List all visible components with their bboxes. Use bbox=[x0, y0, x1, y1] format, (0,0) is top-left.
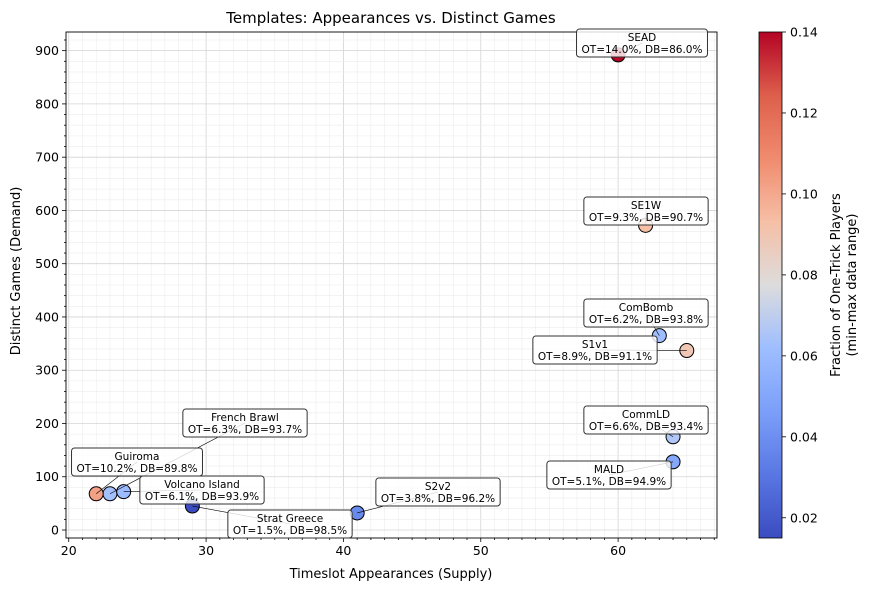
colorbar-tick-label: 0.04 bbox=[790, 429, 818, 444]
annotation-stats: OT=6.2%, DB=93.8% bbox=[589, 314, 703, 326]
annotation-name: Strat Greece bbox=[257, 513, 323, 525]
annotation-box bbox=[532, 335, 658, 365]
colorbar-gradient bbox=[758, 31, 783, 539]
colorbar-tick-label: 0.10 bbox=[790, 186, 818, 201]
colorbar-tick-label: 0.02 bbox=[790, 510, 818, 525]
annotation-box bbox=[227, 509, 353, 539]
annotation-box bbox=[546, 460, 672, 490]
x-tick-label: 50 bbox=[473, 543, 489, 558]
x-axis-label: Timeslot Appearances (Supply) bbox=[289, 567, 493, 582]
annotation-box bbox=[576, 28, 708, 58]
y-tick-label: 800 bbox=[35, 96, 59, 111]
annotation-box bbox=[583, 298, 709, 328]
y-tick-label: 100 bbox=[35, 469, 59, 484]
y-tick-label: 200 bbox=[35, 416, 59, 431]
x-tick-label: 40 bbox=[335, 543, 351, 558]
x-tick-label: 30 bbox=[198, 543, 214, 558]
x-tick-label: 20 bbox=[61, 543, 77, 558]
annotation-stats: OT=1.5%, DB=98.5% bbox=[233, 525, 347, 537]
annotation-stats: OT=6.3%, DB=93.7% bbox=[188, 424, 302, 436]
annotation-name: SEAD bbox=[628, 32, 657, 44]
annotation-name: MALD bbox=[594, 464, 624, 476]
annotation-stats: OT=6.1%, DB=93.9% bbox=[145, 491, 259, 503]
colorbar-tick-label: 0.08 bbox=[790, 267, 818, 282]
annotation-box bbox=[182, 408, 308, 438]
annotation-name: Volcano Island bbox=[164, 479, 240, 491]
annotation-box bbox=[583, 405, 709, 435]
annotation-name: S1v1 bbox=[582, 339, 608, 351]
x-tick-label: 60 bbox=[610, 543, 626, 558]
annotation-stats: OT=14.0%, DB=86.0% bbox=[582, 44, 703, 56]
annotation-name: CommLD bbox=[622, 409, 670, 421]
annotation-name: S2v2 bbox=[425, 481, 451, 493]
chart-title: Templates: Appearances vs. Distinct Game… bbox=[225, 9, 556, 27]
y-tick-label: 900 bbox=[35, 43, 59, 58]
annotation-name: French Brawl bbox=[211, 412, 279, 424]
colorbar-tick-label: 0.12 bbox=[790, 105, 818, 120]
annotation-box bbox=[71, 447, 203, 477]
annotation-stats: OT=3.8%, DB=96.2% bbox=[381, 493, 495, 505]
annotation-name: ComBomb bbox=[619, 302, 674, 314]
y-tick-label: 0 bbox=[51, 523, 59, 538]
colorbar-tick-label: 0.06 bbox=[790, 348, 818, 363]
annotation-box bbox=[139, 475, 265, 505]
colorbar-label-line2: (min-max data range) bbox=[845, 213, 860, 356]
y-tick-label: 700 bbox=[35, 150, 59, 165]
colorbar-label-line1: Fraction of One-Trick Players bbox=[829, 193, 844, 377]
annotation-box bbox=[375, 477, 501, 507]
annotation-stats: OT=6.6%, DB=93.4% bbox=[589, 421, 703, 433]
annotation-stats: OT=9.3%, DB=90.7% bbox=[589, 212, 703, 224]
annotation-stats: OT=10.2%, DB=89.8% bbox=[77, 463, 198, 475]
annotation-name: Guiroma bbox=[115, 451, 160, 463]
colorbar-tick-label: 0.14 bbox=[790, 25, 818, 40]
annotation-stats: OT=8.9%, DB=91.1% bbox=[538, 351, 652, 363]
y-tick-label: 500 bbox=[35, 256, 59, 271]
y-tick-label: 400 bbox=[35, 309, 59, 324]
colorbar: 0.02 0.04 0.06 0.08 0.10 0.12 0.14 Fraction of… bbox=[758, 25, 860, 539]
annotation-name: SE1W bbox=[631, 200, 662, 212]
y-tick-label: 600 bbox=[35, 203, 59, 218]
y-tick-label: 300 bbox=[35, 363, 59, 378]
annotation-stats: OT=5.1%, DB=94.9% bbox=[552, 476, 666, 488]
annotation-box bbox=[583, 196, 709, 226]
y-axis-label: Distinct Games (Demand) bbox=[9, 187, 24, 356]
